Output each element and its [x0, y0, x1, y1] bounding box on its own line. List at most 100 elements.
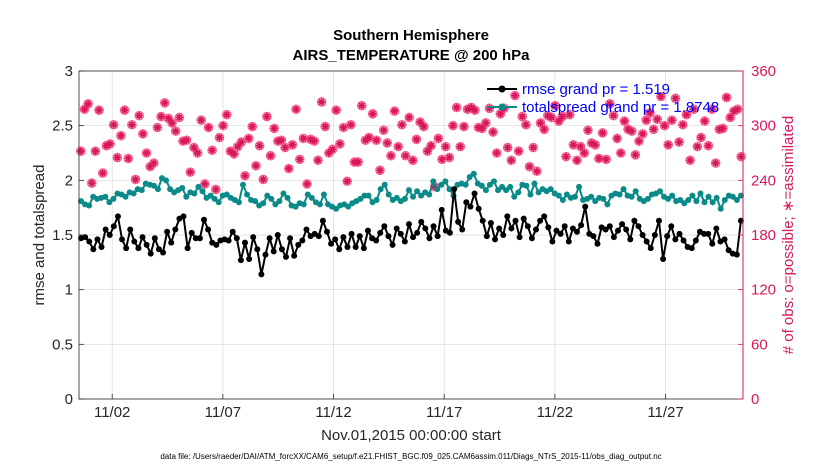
obs-assimilated-point [620, 117, 629, 125]
totalspread-point [713, 194, 720, 201]
totalspread-point [600, 195, 607, 202]
obs-possible-point [663, 140, 674, 150]
obs-star-stroke [570, 141, 577, 148]
totalspread-point [106, 199, 113, 206]
rmse-point [680, 237, 687, 244]
obs-star-stroke [562, 153, 570, 160]
obs-assimilated-point [84, 100, 92, 108]
rmse-point [701, 230, 708, 237]
obs-assimilated-point [613, 134, 621, 143]
obs-possible-point [488, 127, 498, 137]
rmse-point [397, 230, 404, 237]
obs-assimilated-point [423, 147, 432, 155]
obs-possible-point [455, 141, 466, 152]
obs-star-stroke [599, 129, 606, 137]
rmse-point [524, 223, 531, 230]
rmse-point [262, 251, 269, 258]
obs-star-stroke [314, 157, 322, 164]
obs-star-stroke [643, 117, 650, 124]
rmse-point [348, 230, 355, 237]
rmse-point [213, 241, 220, 248]
obs-assimilated-point [332, 106, 340, 114]
obs-assimilated-point [168, 119, 176, 127]
totalspread-point [86, 202, 93, 209]
obs-assimilated-point [292, 105, 300, 113]
obs-possible-point [130, 174, 141, 185]
rmse-point [651, 232, 658, 238]
totalspread-point [446, 186, 453, 193]
obs-possible-point [685, 155, 695, 166]
rmse-point [512, 217, 519, 224]
rmse-point [82, 234, 89, 241]
obs-possible-point [659, 120, 670, 131]
obs-star-stroke [705, 142, 712, 149]
rmse-point [373, 237, 380, 244]
x-tick-label: 11/02 [94, 404, 130, 421]
obs-assimilated-point [230, 150, 238, 158]
obs-possible-point [240, 170, 250, 181]
rmse-point [528, 235, 535, 242]
totalspread-point [377, 186, 384, 193]
totalspread-point [215, 199, 222, 206]
obs-possible-point [262, 111, 272, 122]
obs-possible-point [283, 163, 294, 174]
obs-assimilated-point [434, 134, 442, 143]
obs-assimilated-point [412, 135, 421, 143]
rmse-point [131, 238, 138, 245]
obs-star-stroke [460, 123, 468, 130]
rmse-point [438, 206, 445, 213]
rmse-point [553, 227, 560, 234]
obs-possible-point [491, 148, 502, 158]
obs-star-stroke [238, 138, 245, 146]
totalspread-point [733, 197, 740, 204]
obs-star-stroke [281, 144, 289, 151]
obs-star-stroke [712, 159, 719, 167]
rmse-point [619, 221, 626, 228]
obs-star-stroke [201, 180, 209, 188]
obs-star-stroke [621, 117, 628, 125]
obs-star-stroke [150, 159, 157, 167]
rmse-point [569, 225, 576, 232]
obs-star-stroke [278, 137, 285, 144]
totalspread-point [78, 198, 85, 205]
rmse-point [561, 223, 568, 230]
rmse-point [545, 224, 552, 231]
totalspread-point [244, 191, 251, 198]
obs-assimilated-point [336, 140, 344, 148]
obs-star-stroke [285, 165, 292, 172]
obs-assimilated-point [726, 113, 734, 122]
obs-assimilated-point [204, 123, 213, 132]
obs-assimilated-point [708, 105, 716, 113]
obs-star-stroke [727, 114, 734, 121]
obs-star-stroke [132, 176, 139, 183]
totalspread-point [410, 193, 417, 200]
obs-assimilated-point [310, 137, 318, 145]
obs-possible-point [203, 122, 214, 133]
obs-star-stroke [515, 148, 522, 155]
obs-possible-point [386, 150, 396, 161]
obs-possible-point [656, 91, 666, 102]
rmse-point [614, 227, 621, 234]
rmse-point [323, 228, 330, 235]
rmse-point [205, 226, 212, 233]
rmse-point [242, 239, 248, 246]
obs-assimilated-point [580, 149, 588, 157]
obs-possible-point [484, 103, 495, 114]
obs-possible-point [138, 129, 148, 139]
rmse-point [565, 238, 572, 245]
obs-star-stroke [453, 104, 460, 111]
obs-assimilated-point [208, 146, 216, 154]
obs-star-stroke [519, 113, 526, 120]
x-tick-label: 11/12 [315, 404, 351, 421]
rmse-point [631, 217, 638, 224]
y-tick-label-right: 360 [751, 63, 776, 80]
y-tick-label-right: 120 [751, 282, 776, 299]
obs-possible-point [148, 158, 159, 168]
rmse-point [549, 238, 556, 245]
obs-assimilated-point [139, 130, 147, 138]
rmse-point [500, 232, 507, 238]
obs-possible-point [389, 106, 400, 116]
totalspread-point [183, 193, 190, 200]
obs-star-stroke [690, 106, 697, 113]
rmse-point [389, 241, 396, 248]
